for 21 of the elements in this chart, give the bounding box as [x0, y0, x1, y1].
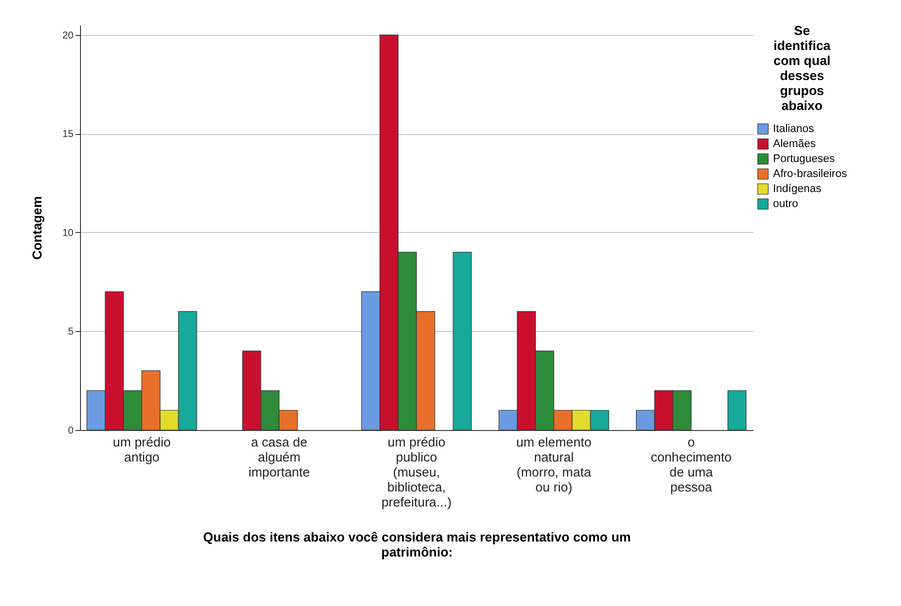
x-tick-label: um elemento natural (morro, mata ou rio): [516, 434, 592, 494]
x-tick-label: um prédio antigo: [112, 434, 171, 464]
bar: [452, 252, 472, 430]
y-tick-label: 5: [68, 326, 74, 338]
legend-title: Se identifica com qual desses grupos abaixo: [773, 23, 832, 113]
x-axis-title: Quais dos itens abaixo você considera mais representativo como um patrimônio:: [203, 530, 631, 560]
y-tick-label: 15: [62, 129, 74, 140]
x-tick-label: um prédio publico (museu, biblioteca, prefeitura...): [381, 434, 452, 510]
legend-label: Italianos: [773, 123, 814, 135]
y-tick-label: 20: [62, 30, 74, 42]
x-tick-label: o conhecimento de uma pessoa: [650, 434, 732, 494]
legend-label: Alemães: [773, 138, 816, 150]
y-axis-title: Contagem: [29, 196, 44, 260]
x-tick-label: a casa de alguém importante: [248, 434, 310, 480]
legend-label: Portugueses: [773, 153, 836, 165]
legend-label: outro: [773, 198, 798, 210]
legend-label: Indígenas: [773, 183, 822, 195]
y-tick-label: 0: [68, 426, 74, 436]
y-tick-label: 10: [62, 228, 74, 239]
bar: [728, 390, 746, 430]
legend-label: Afro-brasileiros: [773, 168, 848, 180]
